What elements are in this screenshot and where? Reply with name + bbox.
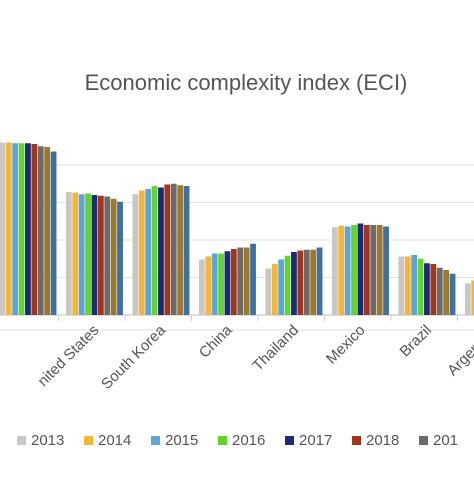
bar-0-0 (0, 142, 6, 315)
bar-6-2 (411, 255, 418, 315)
bar-1-1 (72, 192, 79, 315)
bar-2-1 (138, 190, 145, 315)
bar-1-4 (91, 195, 98, 315)
bar-1-7 (110, 198, 117, 315)
bar-5-2 (344, 226, 351, 315)
bars (0, 142, 474, 315)
legend: 2013 2014 2015 2016 2017 2018 201 (17, 432, 458, 449)
bar-1-6 (104, 196, 111, 315)
bar-0-8 (50, 151, 57, 315)
bar-2-3 (151, 186, 158, 315)
bar-5-0 (331, 227, 338, 315)
bar-0-7 (44, 147, 51, 315)
bar-4-8 (316, 247, 323, 315)
bar-4-6 (303, 249, 310, 315)
legend-label-6: 201 (433, 432, 458, 449)
bar-1-8 (117, 201, 123, 315)
legend-swatch-0 (17, 436, 26, 445)
chart-title: Economic complexity index (ECI) (85, 70, 408, 95)
bar-2-0 (132, 194, 139, 315)
bar-2-7 (177, 185, 184, 315)
legend-swatch-2 (151, 436, 160, 445)
bar-1-2 (78, 194, 85, 315)
legend-label-3: 2016 (232, 432, 265, 449)
bar-5-7 (376, 225, 383, 315)
bar-4-7 (310, 249, 317, 315)
bar-4-4 (291, 252, 297, 315)
bar-6-3 (417, 258, 424, 315)
bar-5-3 (351, 225, 357, 315)
legend-label-1: 2014 (98, 432, 131, 449)
bar-6-4 (424, 263, 430, 315)
bar-2-2 (145, 189, 152, 315)
bar-4-1 (271, 264, 278, 315)
bar-7-1 (471, 280, 474, 315)
bar-6-7 (443, 270, 450, 315)
legend-swatch-1 (84, 436, 93, 445)
bar-2-4 (158, 187, 164, 315)
bar-5-1 (338, 225, 345, 315)
bar-2-5 (164, 184, 171, 315)
legend-swatch-4 (285, 436, 294, 445)
bar-5-4 (357, 223, 364, 315)
bar-0-1 (5, 142, 12, 315)
bar-5-5 (363, 225, 370, 315)
bar-4-0 (265, 268, 272, 315)
bar-6-0 (398, 256, 405, 315)
legend-swatch-5 (352, 436, 361, 445)
bar-3-0 (198, 259, 205, 315)
bar-3-1 (205, 256, 212, 315)
bar-1-5 (97, 195, 104, 315)
bar-0-3 (18, 143, 25, 315)
legend-label-5: 2018 (366, 432, 399, 449)
bar-6-6 (436, 267, 443, 315)
bar-5-8 (383, 226, 389, 315)
bar-3-4 (224, 251, 231, 315)
bar-3-2 (211, 253, 218, 315)
bar-0-6 (37, 146, 44, 315)
bar-1-3 (85, 193, 91, 315)
bar-1-0 (65, 192, 72, 315)
bar-3-3 (218, 253, 224, 315)
legend-label-4: 2017 (299, 432, 332, 449)
bar-5-6 (370, 225, 377, 315)
bar-3-7 (243, 247, 250, 315)
bar-0-2 (12, 143, 19, 315)
bar-2-8 (183, 186, 190, 315)
legend-label-0: 2013 (31, 432, 64, 449)
bar-7-0 (464, 283, 471, 315)
bar-3-6 (237, 247, 244, 315)
bar-4-3 (284, 255, 291, 315)
bar-0-4 (25, 143, 31, 315)
bar-6-5 (430, 264, 437, 315)
bar-4-5 (297, 250, 304, 315)
bar-4-2 (278, 259, 285, 315)
legend-swatch-6 (419, 436, 428, 445)
bar-0-5 (31, 144, 38, 315)
bar-3-8 (250, 243, 256, 315)
bar-2-6 (170, 183, 177, 315)
legend-label-2: 2015 (165, 432, 198, 449)
bar-6-1 (404, 256, 411, 315)
bar-3-5 (230, 249, 237, 315)
bar-6-8 (449, 273, 456, 315)
legend-swatch-3 (218, 436, 227, 445)
